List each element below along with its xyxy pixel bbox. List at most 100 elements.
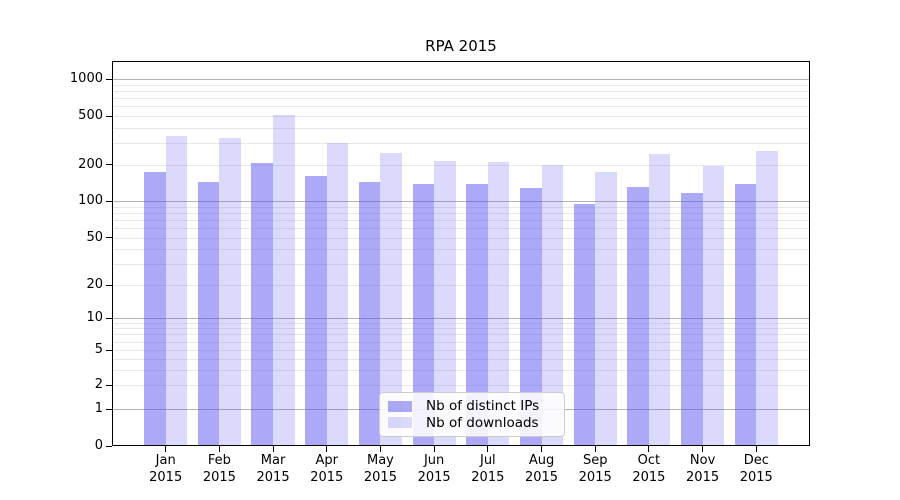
x-tick-mark <box>594 446 596 452</box>
major-gridline <box>112 79 810 80</box>
x-tick-label: Jul 2015 <box>456 452 520 486</box>
bar-distinct-ips <box>573 204 596 446</box>
x-tick-month: Dec <box>743 453 769 468</box>
y-tick-label: 500 <box>78 108 103 123</box>
y-tick-label: 0 <box>94 438 103 453</box>
minor-gridline <box>112 106 810 108</box>
bar-downloads <box>541 165 564 446</box>
minor-gridline <box>112 164 810 166</box>
bar-downloads <box>487 161 510 446</box>
bar-distinct-ips <box>197 182 220 446</box>
bar-downloads <box>434 161 456 446</box>
minor-gridline <box>112 206 810 208</box>
minor-gridline <box>112 285 810 286</box>
minor-gridline <box>112 358 810 360</box>
bar-downloads <box>648 154 671 446</box>
minor-gridline <box>112 369 810 371</box>
minor-gridline <box>112 98 810 100</box>
x-tick-month: Aug <box>528 453 555 468</box>
x-tick-mark <box>433 446 435 452</box>
x-tick-month: Apr <box>315 453 339 468</box>
legend: Nb of distinct IPs Nb of downloads <box>379 392 565 437</box>
x-tick-year: 2015 <box>310 470 344 485</box>
x-tick-mark <box>165 446 167 452</box>
x-tick-year: 2015 <box>202 470 236 485</box>
x-tick-mark <box>755 446 757 452</box>
x-tick-month: Jan <box>155 453 176 468</box>
x-tick-label: Aug 2015 <box>510 452 574 486</box>
bar-distinct-ips <box>412 184 435 446</box>
x-tick-month: Jul <box>479 453 496 468</box>
x-tick-year: 2015 <box>256 470 290 485</box>
legend-swatch-distinct-ips <box>388 400 412 412</box>
y-tick-mark <box>106 284 112 286</box>
bar-downloads <box>380 153 403 446</box>
legend-swatch-downloads <box>388 417 412 429</box>
minor-gridline <box>112 90 810 92</box>
x-tick-mark <box>487 446 489 452</box>
x-tick-mark <box>218 446 220 452</box>
y-tick-label: 100 <box>78 193 103 208</box>
bar-distinct-ips <box>734 183 757 446</box>
legend-label: Nb of distinct IPs <box>426 398 540 415</box>
y-tick-label: 1 <box>94 401 103 416</box>
x-tick-label: Nov 2015 <box>671 452 735 486</box>
minor-gridline <box>112 263 810 265</box>
y-tick-mark <box>106 384 112 386</box>
x-tick-label: Jun 2015 <box>402 452 466 486</box>
minor-gridline <box>112 322 810 324</box>
y-tick-mark <box>106 115 112 117</box>
x-tick-label: Dec 2015 <box>724 452 788 486</box>
x-tick-year: 2015 <box>363 470 397 485</box>
x-tick-month: Mar <box>260 453 286 468</box>
y-tick-mark <box>106 349 112 351</box>
x-tick-month: Jun <box>423 453 445 468</box>
x-tick-month: Feb <box>207 453 231 468</box>
bar-distinct-ips <box>251 163 274 446</box>
y-tick-mark <box>106 237 112 238</box>
y-tick-label: 2 <box>94 377 103 392</box>
x-tick-mark <box>272 446 274 452</box>
bar-downloads <box>273 114 295 446</box>
minor-gridline <box>112 328 810 330</box>
bar-distinct-ips <box>627 186 649 446</box>
minor-gridline <box>112 385 810 386</box>
bar-downloads <box>219 137 241 446</box>
y-tick-mark <box>106 200 112 202</box>
x-tick-label: Oct 2015 <box>617 452 681 486</box>
x-tick-month: Oct <box>637 453 661 468</box>
y-tick-label: 1000 <box>69 71 103 86</box>
x-tick-label: Jan 2015 <box>134 452 198 486</box>
minor-gridline <box>112 84 810 86</box>
x-tick-year: 2015 <box>417 470 451 485</box>
minor-gridline <box>112 249 810 251</box>
y-tick-mark <box>106 317 112 319</box>
legend-label: Nb of downloads <box>426 414 539 431</box>
x-tick-year: 2015 <box>149 470 183 485</box>
x-tick-month: Nov <box>689 453 716 468</box>
bar-downloads <box>165 136 188 446</box>
major-gridline <box>112 318 810 319</box>
bar-distinct-ips <box>519 187 542 446</box>
legend-item-distinct-ips: Nb of distinct IPs <box>388 398 556 414</box>
minor-gridline <box>112 237 810 239</box>
minor-gridline <box>112 350 810 351</box>
x-tick-year: 2015 <box>739 470 773 485</box>
bar-downloads <box>326 142 349 446</box>
minor-gridline <box>112 127 810 129</box>
minor-gridline <box>112 143 810 145</box>
bar-distinct-ips <box>680 193 703 446</box>
bar-distinct-ips <box>358 181 381 446</box>
y-tick-mark <box>106 78 112 80</box>
y-tick-label: 200 <box>78 156 103 172</box>
y-tick-label: 50 <box>86 229 103 245</box>
minor-gridline <box>112 334 810 336</box>
minor-gridline <box>112 341 810 343</box>
x-tick-mark <box>648 446 650 452</box>
minor-gridline <box>112 227 810 229</box>
legend-item-downloads: Nb of downloads <box>388 415 556 431</box>
x-tick-label: May 2015 <box>348 452 412 486</box>
minor-gridline <box>112 212 810 214</box>
bar-distinct-ips <box>305 176 327 446</box>
